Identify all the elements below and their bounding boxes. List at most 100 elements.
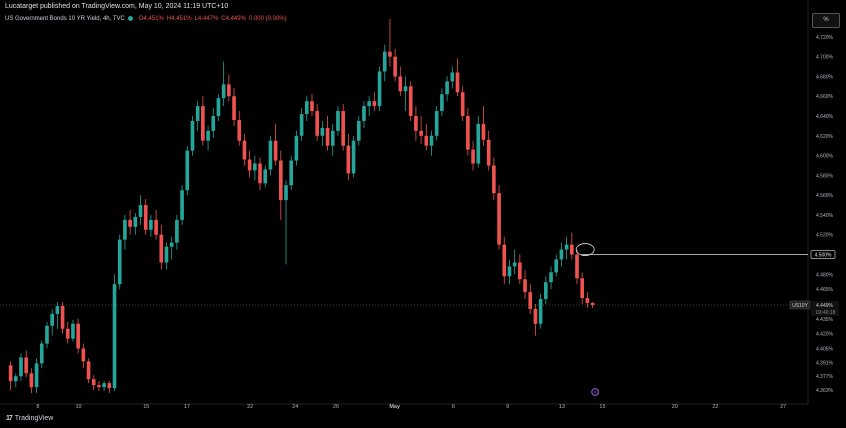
candle-body <box>232 96 236 120</box>
candle-body <box>195 106 200 121</box>
x-tick-label: May <box>389 404 401 410</box>
candle-body <box>138 205 143 217</box>
candle-body <box>60 305 65 329</box>
candle-body <box>492 165 496 194</box>
y-tick-label: 4.363% <box>816 388 834 394</box>
candle-body <box>460 92 465 116</box>
y-tick-label: 4.600% <box>816 154 834 160</box>
candle-body <box>564 244 569 250</box>
x-tick-label: 6 <box>452 404 455 410</box>
candle-body <box>450 72 455 82</box>
candle-body <box>403 86 408 92</box>
candle-body <box>304 101 309 115</box>
candle-body <box>512 262 517 267</box>
last-price-box <box>811 300 839 316</box>
x-tick-label: 26 <box>333 404 339 410</box>
countdown-label: 03:40:18 <box>816 310 836 316</box>
candle-body <box>258 163 262 184</box>
candle-body <box>34 363 39 388</box>
x-tick-label: 17 <box>184 404 190 410</box>
candle-body <box>39 343 44 364</box>
y-tick-label: 4.405% <box>816 347 834 353</box>
candle-body <box>112 284 117 389</box>
candle-body <box>164 246 169 263</box>
chart-legend: US Government Bonds 10 YR Yield, 4h, TVC… <box>5 16 287 22</box>
candle-body <box>278 160 283 201</box>
candle-body <box>107 383 112 389</box>
level-label-box <box>810 250 836 259</box>
publisher-line: Lucatarget published on TradingView.com,… <box>5 3 229 10</box>
candle-body <box>362 106 366 121</box>
candle-body <box>247 159 252 171</box>
candle-body <box>388 51 392 57</box>
candle-body <box>445 81 449 95</box>
candle-body <box>299 114 304 136</box>
candle-body <box>86 361 91 380</box>
candle-body <box>507 266 512 277</box>
candle-body <box>471 149 475 164</box>
candle-body <box>575 254 579 279</box>
candle-body <box>117 239 122 285</box>
candle-body <box>159 234 164 263</box>
brand-name: TradingView <box>14 415 54 422</box>
candle-body <box>330 130 335 146</box>
candle-body <box>408 86 413 116</box>
candle-body <box>19 357 23 377</box>
brand: 17 TradingView <box>6 415 53 422</box>
candle-body <box>429 135 434 146</box>
candle-body <box>497 193 501 245</box>
candle-body <box>398 76 403 92</box>
y-tick-label: 4.520% <box>816 233 834 239</box>
x-tick-label: 8 <box>36 404 39 410</box>
candle-body <box>549 272 553 283</box>
x-tick-label: 20 <box>672 404 678 410</box>
candle-body <box>320 127 325 136</box>
candle-body <box>55 305 60 314</box>
candle-body <box>315 111 320 136</box>
candle-body <box>486 139 491 166</box>
candle-body <box>227 84 231 97</box>
y-tick-label: 4.660% <box>816 94 834 100</box>
candle-body <box>81 348 86 362</box>
candle-body <box>180 190 184 220</box>
candle-body <box>466 116 470 150</box>
y-tick-label: 4.640% <box>816 114 834 120</box>
y-tick-label: 4.680% <box>816 74 834 80</box>
candle-body <box>221 84 226 99</box>
candle-body <box>237 119 242 141</box>
percent-scale-button[interactable]: % <box>812 13 840 28</box>
candle-body <box>310 101 314 112</box>
candle-body <box>419 130 423 136</box>
candle-body <box>24 357 29 374</box>
candle-body <box>580 278 585 299</box>
symbol-tag-box <box>789 300 811 310</box>
candle-body <box>544 282 548 300</box>
candle-body <box>211 116 216 131</box>
candle-body <box>97 385 101 388</box>
y-tick-label: 4.391% <box>816 360 834 366</box>
candle-body <box>268 140 273 170</box>
candle-body <box>102 383 106 388</box>
symbol-tag: US10Y <box>792 303 809 309</box>
candle-body <box>372 101 377 107</box>
last-price-label: 4.449% <box>816 303 834 309</box>
legend-close: C4.449% <box>221 16 246 23</box>
candle-body <box>377 71 382 107</box>
y-tick-label: 4.580% <box>816 173 834 179</box>
x-tick-label: 27 <box>780 404 786 410</box>
legend-high: H4.451% <box>166 16 192 23</box>
y-tick-label: 4.540% <box>816 213 834 219</box>
candle-body <box>351 140 356 174</box>
candle-body <box>29 373 34 388</box>
candle-body <box>518 262 522 280</box>
candle-body <box>590 303 595 305</box>
candle-body <box>289 160 294 186</box>
candle-body <box>133 216 138 227</box>
x-tick-label: 22 <box>712 404 718 410</box>
candle-body <box>528 292 533 309</box>
x-tick-label: 22 <box>247 404 253 410</box>
candle-body <box>175 219 179 243</box>
y-tick-label: 4.720% <box>816 35 834 41</box>
candle-body <box>382 51 387 72</box>
